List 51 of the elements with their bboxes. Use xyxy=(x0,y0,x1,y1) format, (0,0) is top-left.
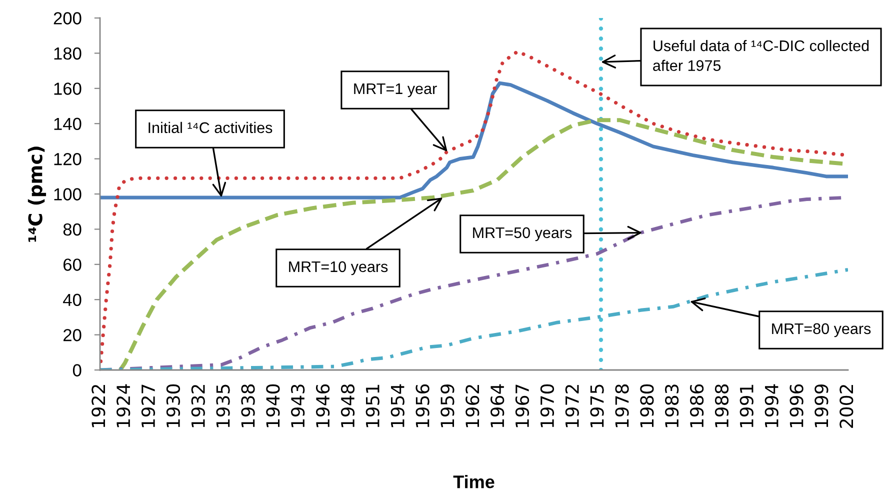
y-tick-label: 100 xyxy=(54,188,82,200)
x-tick-label: 1959 xyxy=(440,384,454,428)
y-tick-label: 120 xyxy=(54,152,82,166)
x-tick-label: 2002 xyxy=(840,385,854,428)
x-tick-label: 1938 xyxy=(241,384,255,428)
y-axis-title: ¹⁴C (pmc) xyxy=(28,146,46,242)
x-tick-label: 1975 xyxy=(590,384,604,428)
annotation: MRT=80 years xyxy=(772,323,871,338)
y-tick-label: 60 xyxy=(64,258,82,271)
x-tick-label: 1924 xyxy=(116,384,130,428)
y-tick-label: 20 xyxy=(64,328,82,342)
line-series xyxy=(100,81,848,200)
y-tick-label: 0 xyxy=(72,364,82,376)
x-tick-label: 1988 xyxy=(714,384,729,428)
x-tick-label: 1983 xyxy=(664,384,679,428)
annotation: MRT=50 years xyxy=(473,227,572,242)
x-tick-label: 1935 xyxy=(216,384,230,428)
annotation: Useful data of ¹⁴C-DIC collected after 1975 xyxy=(653,40,869,71)
x-tick-label: 1999 xyxy=(814,384,828,428)
y-tick-label: 200 xyxy=(54,12,82,24)
x-tick-label: 1980 xyxy=(640,384,654,428)
x-tick-label: 1922 xyxy=(92,385,106,428)
x-axis-title: Time xyxy=(453,474,494,488)
x-tick-label: 1994 xyxy=(764,384,778,428)
x-tick-label: 1962 xyxy=(466,385,480,428)
x-tick-label: 1967 xyxy=(515,384,530,428)
x-tick-label: 1930 xyxy=(166,384,180,428)
x-tick-label: 1956 xyxy=(416,384,430,428)
x-tick-label: 1927 xyxy=(141,384,156,428)
x-tick-label: 1972 xyxy=(565,385,579,428)
annotation: MRT=10 years xyxy=(289,261,388,276)
annotation: Initial ¹⁴C activities xyxy=(148,122,272,134)
x-tick-label: 1948 xyxy=(340,384,355,428)
x-tick-label: 1970 xyxy=(540,384,554,428)
x-tick-label: 1996 xyxy=(790,384,804,428)
x-tick-label: 1946 xyxy=(316,384,330,428)
y-tick-label: 40 xyxy=(63,294,82,306)
annotation: MRT=1 year xyxy=(354,83,437,98)
x-tick-label: 1986 xyxy=(690,384,704,428)
y-tick-label: 140 xyxy=(54,118,82,130)
y-tick-label: 180 xyxy=(54,47,82,60)
x-tick-label: 1991 xyxy=(740,384,754,428)
y-tick-label: 160 xyxy=(54,82,82,95)
x-tick-label: 1954 xyxy=(390,384,404,428)
x-tick-label: 1932 xyxy=(191,385,205,428)
x-tick-label: 1940 xyxy=(266,384,280,428)
x-tick-label: 1978 xyxy=(615,384,629,428)
x-tick-label: 1943 xyxy=(290,384,305,428)
x-tick-label: 1951 xyxy=(366,384,380,428)
y-tick-label: 80 xyxy=(63,223,82,236)
x-tick-label: 1964 xyxy=(490,384,504,428)
